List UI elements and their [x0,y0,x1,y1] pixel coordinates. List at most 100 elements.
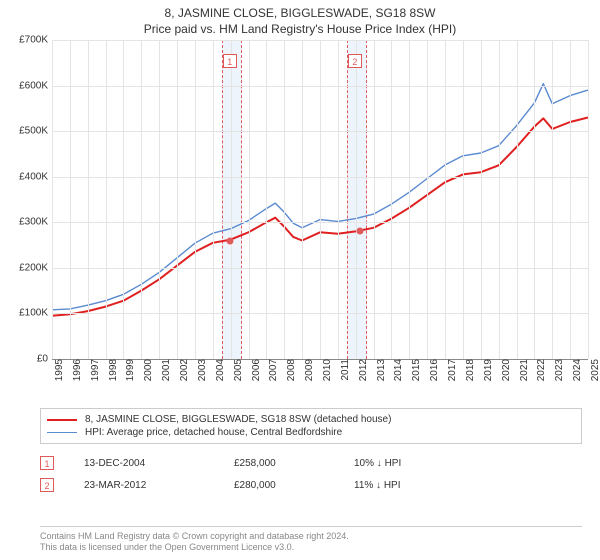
gridline-v [177,40,178,359]
gridline-v [499,40,500,359]
gridline-v [123,40,124,359]
gridline-v [141,40,142,359]
gridline-v [517,40,518,359]
gridline-v [52,40,53,359]
x-axis-label: 2018 [463,359,476,381]
y-axis-label: £300K [19,217,52,228]
event-row-marker: 2 [40,478,54,492]
x-axis-label: 2020 [499,359,512,381]
gridline-v [302,40,303,359]
event-marker: 2 [348,54,362,68]
x-axis-label: 2017 [445,359,458,381]
chart-title-line2: Price paid vs. HM Land Registry's House … [0,20,600,42]
y-axis-label: £600K [19,80,52,91]
x-axis-label: 2016 [427,359,440,381]
chart-title-line1: 8, JASMINE CLOSE, BIGGLESWADE, SG18 8SW [0,0,600,20]
x-axis-label: 2006 [249,359,262,381]
event-row-marker: 1 [40,456,54,470]
x-axis-label: 2014 [391,359,404,381]
footer-line1: Contains HM Land Registry data © Crown c… [40,531,582,543]
gridline-v [374,40,375,359]
gridline-v [249,40,250,359]
x-axis-label: 2007 [266,359,279,381]
legend-swatch [47,419,77,421]
x-axis-label: 2013 [374,359,387,381]
gridline-v [409,40,410,359]
x-axis-label: 2011 [338,359,351,381]
gridline-v [320,40,321,359]
plot-area: £0£100K£200K£300K£400K£500K£600K£700K199… [52,40,588,360]
x-axis-label: 2008 [284,359,297,381]
event-price: £258,000 [234,458,354,469]
x-axis-label: 2019 [481,359,494,381]
y-axis-label: £100K [19,308,52,319]
gridline-v [463,40,464,359]
x-axis-label: 2021 [517,359,530,381]
legend: 8, JASMINE CLOSE, BIGGLESWADE, SG18 8SW … [40,408,582,444]
gridline-v [427,40,428,359]
y-axis-label: £400K [19,171,52,182]
x-axis-label: 2003 [195,359,208,381]
gridline-v [445,40,446,359]
event-hpi: 10% ↓ HPI [354,458,582,469]
x-axis-label: 2010 [320,359,333,381]
footer: Contains HM Land Registry data © Crown c… [40,526,582,554]
x-axis-label: 2012 [356,359,369,381]
gridline-v [534,40,535,359]
event-row: 1 13-DEC-2004£258,00010% ↓ HPI [40,452,582,474]
gridline-v [266,40,267,359]
gridline-v [195,40,196,359]
x-axis-label: 2015 [409,359,422,381]
x-axis-label: 1995 [52,359,65,381]
event-dot [356,228,363,235]
gridline-v [159,40,160,359]
gridline-v [588,40,589,359]
y-axis-label: £200K [19,262,52,273]
x-axis-label: 2022 [534,359,547,381]
chart-container: 8, JASMINE CLOSE, BIGGLESWADE, SG18 8SW … [0,0,600,560]
event-date: 13-DEC-2004 [84,458,234,469]
x-axis-label: 2023 [552,359,565,381]
x-axis-label: 1998 [106,359,119,381]
legend-item: 8, JASMINE CLOSE, BIGGLESWADE, SG18 8SW … [47,413,575,426]
x-axis-label: 2000 [141,359,154,381]
x-axis-label: 2001 [159,359,172,381]
x-axis-label: 1997 [88,359,101,381]
gridline-v [481,40,482,359]
x-axis-label: 2025 [588,359,600,381]
legend-item: HPI: Average price, detached house, Cent… [47,426,575,439]
gridline-v [570,40,571,359]
gridline-v [338,40,339,359]
gridline-v [284,40,285,359]
x-axis-label: 2004 [213,359,226,381]
x-axis-label: 2024 [570,359,583,381]
event-marker: 1 [223,54,237,68]
legend-label: 8, JASMINE CLOSE, BIGGLESWADE, SG18 8SW … [85,414,391,425]
gridline-v [356,40,357,359]
events-table: 1 13-DEC-2004£258,00010% ↓ HPI 2 23-MAR-201… [40,452,582,496]
gridline-v [70,40,71,359]
x-axis-label: 2005 [231,359,244,381]
event-dot [226,238,233,245]
event-hpi: 11% ↓ HPI [354,480,582,491]
event-row: 2 23-MAR-2012£280,00011% ↓ HPI [40,474,582,496]
gridline-v [88,40,89,359]
footer-line2: This data is licensed under the Open Gov… [40,542,582,554]
event-price: £280,000 [234,480,354,491]
x-axis-label: 2009 [302,359,315,381]
gridline-v [213,40,214,359]
x-axis-label: 1996 [70,359,83,381]
gridline-v [391,40,392,359]
legend-label: HPI: Average price, detached house, Cent… [85,427,342,438]
legend-swatch [47,432,77,433]
gridline-v [552,40,553,359]
gridline-v [106,40,107,359]
y-axis-label: £500K [19,126,52,137]
x-axis-label: 2002 [177,359,190,381]
gridline-v [231,40,232,359]
y-axis-label: £700K [19,35,52,46]
event-date: 23-MAR-2012 [84,480,234,491]
y-axis-label: £0 [37,354,52,365]
x-axis-label: 1999 [123,359,136,381]
chart-area: £0£100K£200K£300K£400K£500K£600K£700K199… [6,40,594,400]
